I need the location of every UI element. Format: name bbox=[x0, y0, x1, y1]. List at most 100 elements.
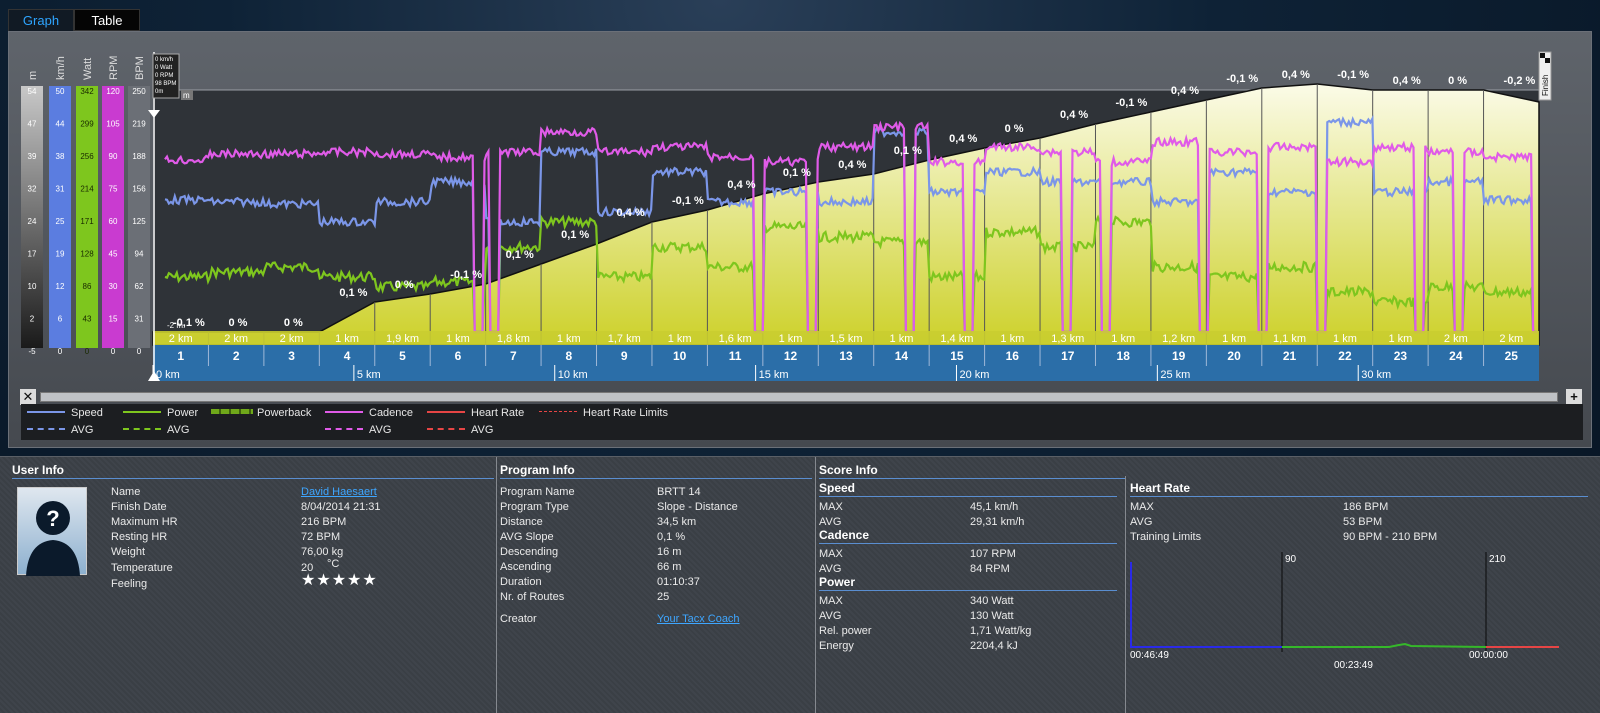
segment-distance: 1,1 km bbox=[1273, 333, 1306, 345]
speed-score-title: Speed bbox=[819, 481, 1117, 497]
graph-scrollbar[interactable]: ✕ + bbox=[20, 389, 1582, 405]
segment-distance: 1 km bbox=[1111, 333, 1135, 345]
axis-tick-label: 31 bbox=[56, 185, 65, 194]
axis-tick-label: 120 bbox=[106, 87, 120, 96]
segment-number[interactable]: 7 bbox=[510, 349, 517, 363]
slope-label: -0,2 % bbox=[1504, 75, 1536, 87]
legend-cadence-line bbox=[325, 411, 363, 413]
info-label: Rel. power bbox=[819, 625, 872, 637]
segment-number[interactable]: 3 bbox=[288, 349, 295, 363]
segment-number[interactable]: 1 bbox=[177, 349, 184, 363]
tab-table[interactable]: Table bbox=[74, 9, 140, 31]
info-value: 90 BPM - 210 BPM bbox=[1343, 531, 1438, 543]
info-label: AVG bbox=[819, 610, 842, 622]
segment-number[interactable]: 5 bbox=[399, 349, 406, 363]
legend-hr-line bbox=[427, 411, 465, 413]
segment-number[interactable]: 18 bbox=[1117, 349, 1131, 363]
segment-number[interactable]: 11 bbox=[729, 349, 742, 363]
info-link[interactable]: David Haesaert bbox=[301, 486, 377, 498]
axis-tick-label: 10 bbox=[28, 282, 37, 291]
tab-graph[interactable]: Graph bbox=[8, 9, 74, 31]
axis-tick-label: 171 bbox=[80, 217, 94, 226]
creator-link[interactable]: Your Tacx Coach bbox=[657, 613, 740, 625]
segment-distance: 1 km bbox=[890, 333, 914, 345]
segment-number[interactable]: 4 bbox=[344, 349, 351, 363]
slope-label: 0,4 % bbox=[949, 133, 977, 145]
segment-number[interactable]: 19 bbox=[1172, 349, 1186, 363]
view-tabs: Graph Table bbox=[8, 9, 140, 31]
axis-tick-label: 45 bbox=[109, 250, 118, 259]
segment-distance: 1,5 km bbox=[829, 333, 862, 345]
axis-tick-label: 24 bbox=[28, 217, 37, 226]
segment-distance: 2 km bbox=[1444, 333, 1468, 345]
info-value: 8/04/2014 21:31 bbox=[301, 501, 381, 513]
axis-tick-label: 17 bbox=[28, 250, 37, 259]
axis-tick-label: 32 bbox=[28, 185, 37, 194]
segment-distance: 1 km bbox=[1333, 333, 1357, 345]
axis-tick-label: 75 bbox=[109, 185, 118, 194]
info-label: Distance bbox=[500, 516, 543, 528]
info-label: Name bbox=[111, 486, 141, 498]
segment-number[interactable]: 12 bbox=[784, 349, 798, 363]
segment-number[interactable]: 9 bbox=[621, 349, 628, 363]
segment-bar[interactable] bbox=[153, 345, 1539, 381]
legend-power-avg-label: AVG bbox=[167, 424, 190, 436]
axis-tick-label: 256 bbox=[80, 152, 94, 161]
axis-tick-label: 128 bbox=[80, 250, 94, 259]
segment-number[interactable]: 20 bbox=[1227, 349, 1241, 363]
ride-graph[interactable]: m544739322417102-5km/h5044383125191260Wa… bbox=[9, 32, 1593, 389]
segment-number[interactable]: 8 bbox=[565, 349, 572, 363]
axis-tick-label: 188 bbox=[132, 152, 146, 161]
score-info-title: Score Info bbox=[819, 457, 1125, 479]
segment-number[interactable]: 15 bbox=[950, 349, 964, 363]
segment-number[interactable]: 22 bbox=[1338, 349, 1352, 363]
segment-number[interactable]: 6 bbox=[455, 349, 462, 363]
info-value: 29,31 km/h bbox=[970, 516, 1025, 528]
slope-label: -0,1 % bbox=[173, 317, 205, 329]
svg-text:?: ? bbox=[46, 506, 59, 531]
segment-number[interactable]: 16 bbox=[1006, 349, 1020, 363]
power-line bbox=[164, 213, 1537, 334]
slope-label: 0,4 % bbox=[1282, 69, 1310, 81]
info-label: AVG bbox=[819, 563, 842, 575]
segment-distance: 1,9 km bbox=[386, 333, 419, 345]
zoom-out-button[interactable]: ✕ bbox=[20, 389, 36, 405]
slope-label: -0,1 % bbox=[1226, 73, 1258, 85]
axis-tick-label: 54 bbox=[28, 87, 37, 96]
info-value: Slope - Distance bbox=[657, 501, 738, 513]
segment-number[interactable]: 13 bbox=[839, 349, 853, 363]
scroll-track[interactable] bbox=[40, 392, 1558, 402]
segment-number[interactable]: 24 bbox=[1449, 349, 1463, 363]
zoom-in-button[interactable]: + bbox=[1566, 389, 1582, 405]
segment-number[interactable]: 14 bbox=[895, 349, 909, 363]
segment-number[interactable]: 10 bbox=[673, 349, 687, 363]
info-value: 76,00 kg bbox=[301, 546, 344, 558]
legend-speed-avg-line bbox=[27, 428, 65, 430]
slope-label: -0,1 % bbox=[672, 195, 704, 207]
info-label: Duration bbox=[500, 576, 542, 588]
axis-tick-label: 86 bbox=[83, 282, 92, 291]
info-value: 34,5 km bbox=[657, 516, 697, 528]
slope-label: -0,1 % bbox=[1337, 69, 1369, 81]
axis-tick-label: 105 bbox=[106, 120, 120, 129]
info-label: Feeling bbox=[111, 578, 148, 590]
segment-number[interactable]: 2 bbox=[233, 349, 240, 363]
segment-number[interactable]: 25 bbox=[1505, 349, 1519, 363]
slope-label: 0,4 % bbox=[1060, 109, 1088, 121]
temperature-unit: °C bbox=[327, 558, 340, 570]
info-value: 186 BPM bbox=[1343, 501, 1389, 513]
info-value: 45,1 km/h bbox=[970, 501, 1019, 513]
segment-number[interactable]: 17 bbox=[1061, 349, 1075, 363]
slope-label: 0 % bbox=[1448, 75, 1467, 87]
hr-time-right: 00:00:00 bbox=[1469, 650, 1508, 661]
segment-number[interactable]: 23 bbox=[1394, 349, 1408, 363]
segment-distance: 1,4 km bbox=[940, 333, 973, 345]
axis-tick-label: 2 bbox=[30, 315, 35, 324]
power-score-title: Power bbox=[819, 575, 1117, 591]
segment-distance: 1 km bbox=[335, 333, 359, 345]
slope-label: 0,1 % bbox=[339, 287, 367, 299]
info-label: Training Limits bbox=[1130, 531, 1202, 543]
axis-tick-label: 125 bbox=[132, 217, 146, 226]
info-label: Descending bbox=[500, 546, 559, 558]
segment-number[interactable]: 21 bbox=[1283, 349, 1297, 363]
